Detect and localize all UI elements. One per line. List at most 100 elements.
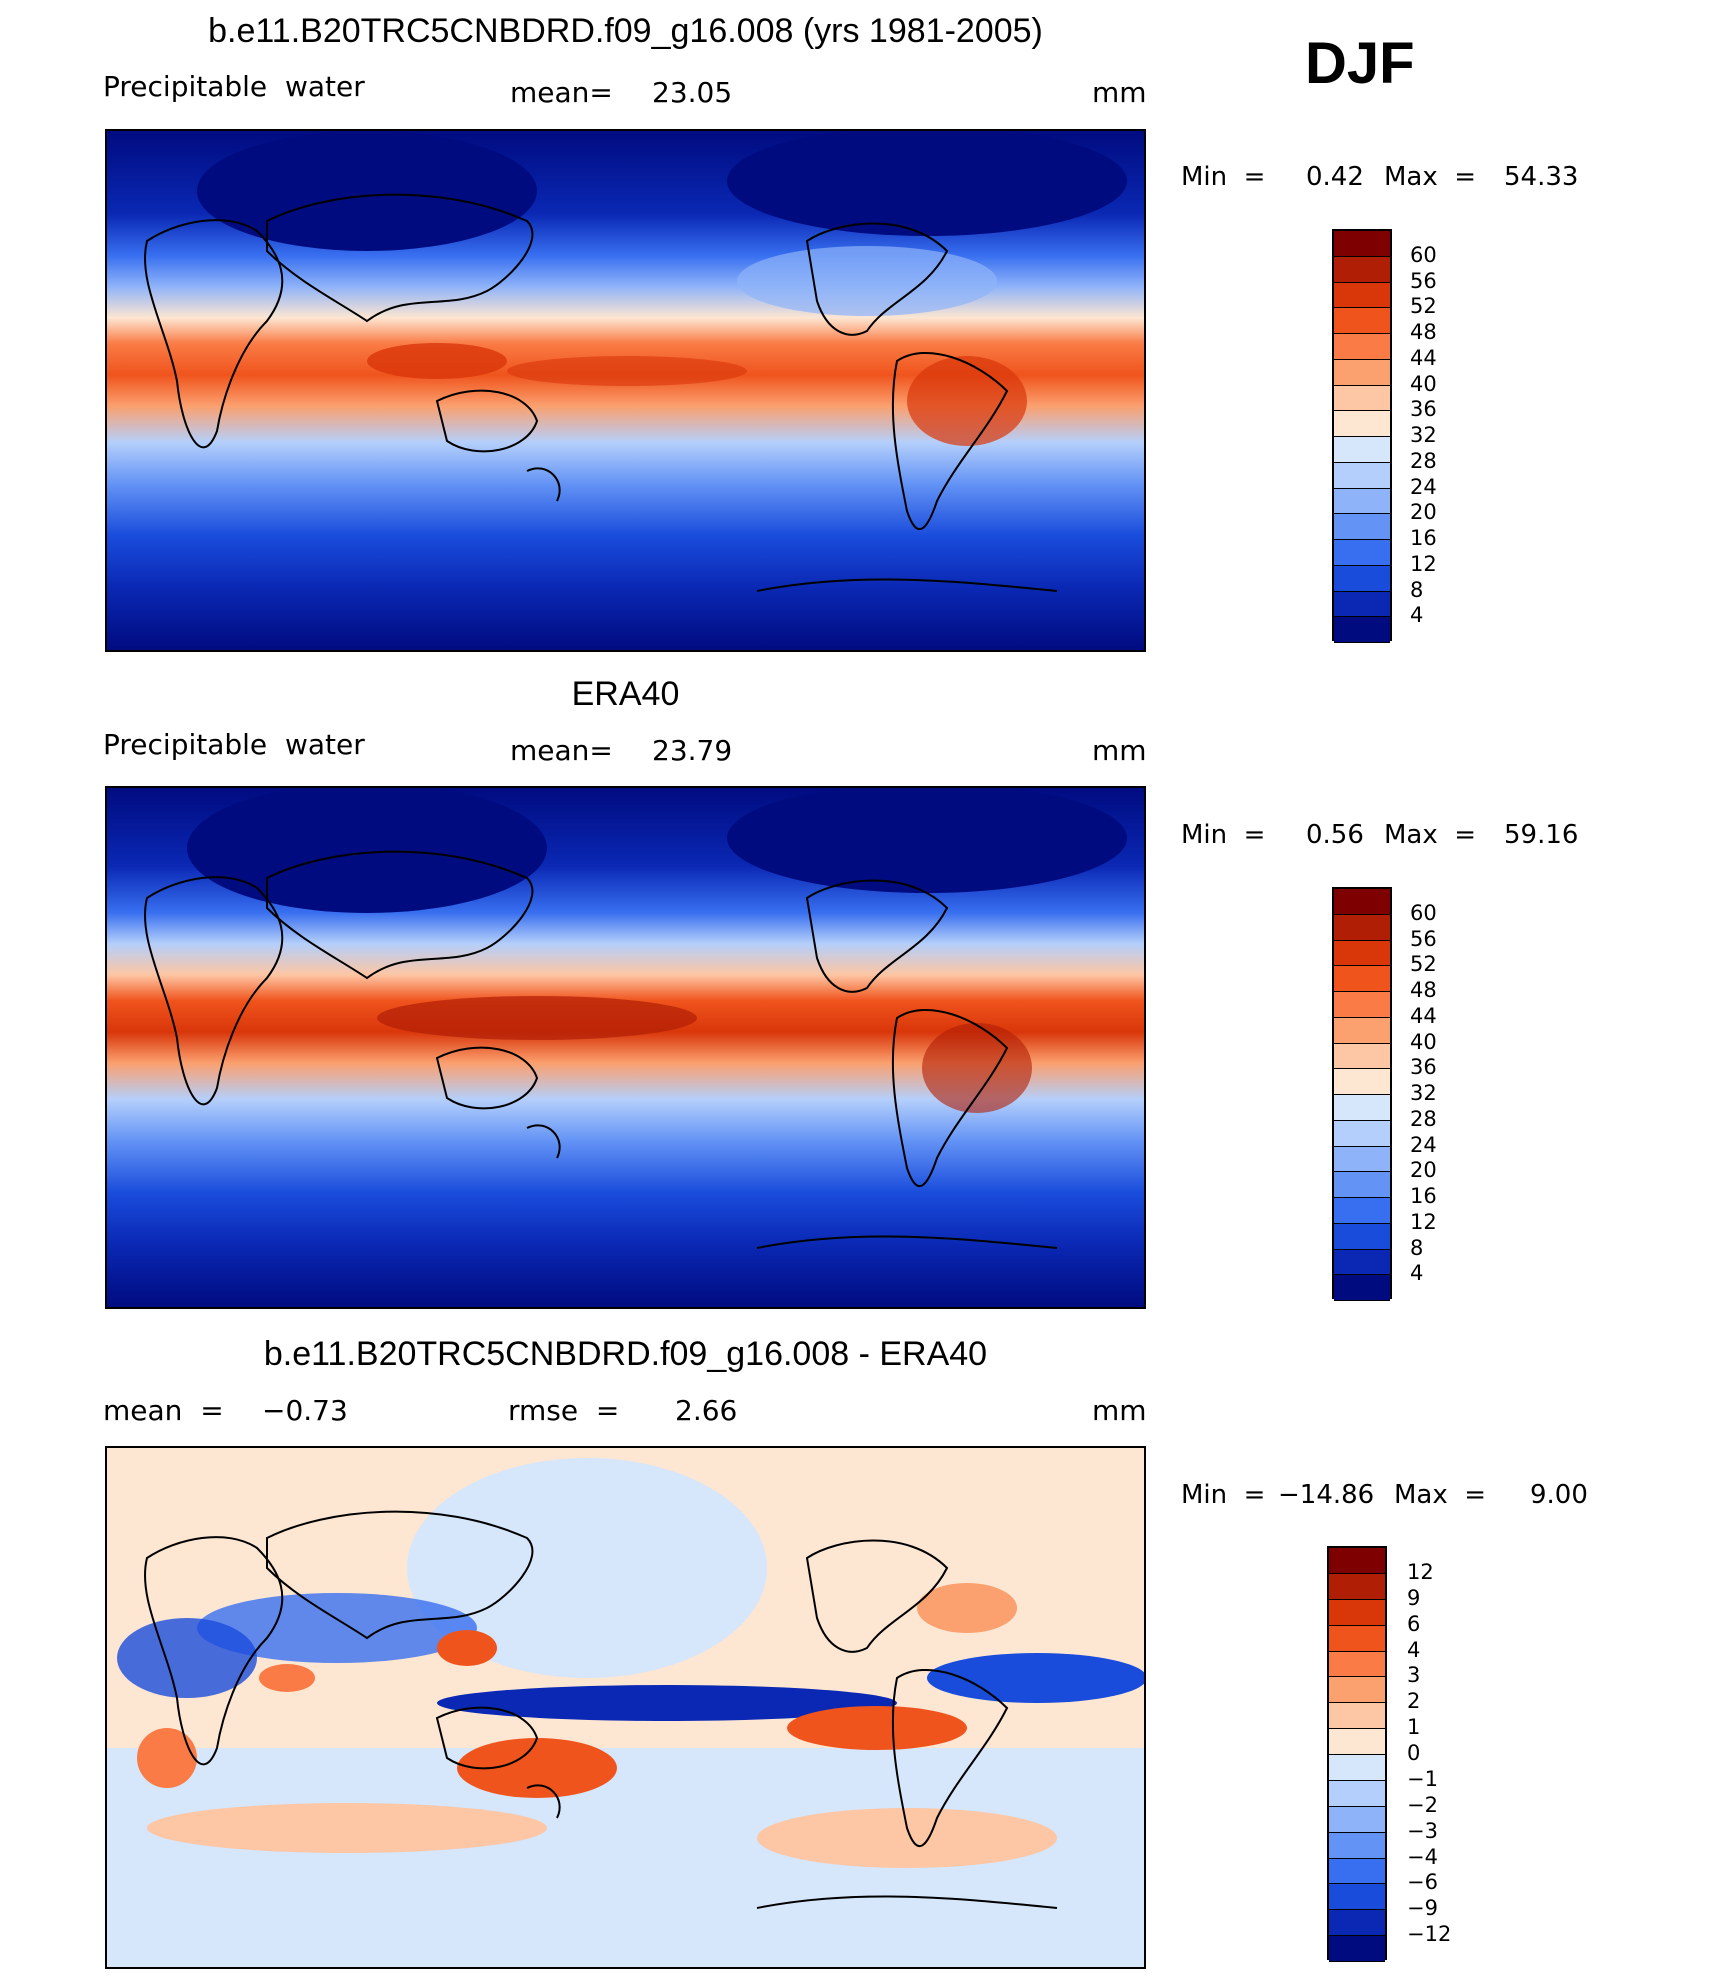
colorbar-tick-label: 56 — [1410, 268, 1437, 293]
colorbar-swatch — [1329, 1884, 1385, 1911]
colorbar-swatch — [1334, 1043, 1390, 1070]
colorbar-tick-label: 36 — [1410, 397, 1437, 422]
colorbar-swatch — [1329, 1910, 1385, 1937]
colorbar-swatch — [1329, 1780, 1385, 1807]
diff-units: mm — [1092, 1394, 1147, 1427]
colorbar-swatch — [1334, 1017, 1390, 1044]
model-variable-label: Precipitable water — [103, 70, 365, 103]
model-colorbar — [1332, 229, 1392, 643]
colorbar-swatch — [1334, 231, 1390, 257]
colorbar-swatch — [1334, 1095, 1390, 1121]
colorbar-swatch — [1334, 1223, 1390, 1250]
colorbar-tick-label: 60 — [1410, 242, 1437, 267]
obs-panel-title: ERA40 — [571, 675, 680, 713]
colorbar-swatch — [1334, 591, 1390, 618]
diff-min-value: −14.86 — [1278, 1480, 1375, 1510]
colorbar-tick-label: 3 — [1407, 1663, 1421, 1688]
diff-max-label: Max = — [1394, 1480, 1487, 1510]
colorbar-tick-label: 44 — [1410, 1003, 1437, 1028]
colorbar-swatch — [1329, 1832, 1385, 1859]
colorbar-tick-label: −1 — [1407, 1766, 1438, 1791]
colorbar-swatch — [1329, 1548, 1385, 1574]
colorbar-swatch — [1334, 334, 1390, 360]
colorbar-tick-label: 56 — [1410, 926, 1437, 951]
colorbar-swatch — [1334, 565, 1390, 592]
model-mean-value: 23.05 — [652, 76, 733, 109]
colorbar-swatch — [1334, 488, 1390, 515]
diff-colorbar — [1327, 1546, 1387, 1962]
colorbar-swatch — [1334, 889, 1390, 915]
colorbar-tick-label: 4 — [1407, 1637, 1421, 1662]
colorbar-swatch — [1334, 940, 1390, 967]
colorbar-tick-label: 52 — [1410, 294, 1437, 319]
colorbar-tick-label: 2 — [1407, 1689, 1421, 1714]
colorbar-tick-label: 12 — [1407, 1559, 1434, 1584]
colorbar-swatch — [1334, 914, 1390, 941]
model-panel-title: b.e11.B20TRC5CNBDRD.f09_g16.008 (yrs 198… — [208, 12, 1043, 50]
colorbar-tick-label: 24 — [1410, 1132, 1437, 1157]
colorbar-swatch — [1329, 1625, 1385, 1652]
colorbar-tick-label: 40 — [1410, 1029, 1437, 1054]
model-map — [105, 129, 1146, 652]
colorbar-tick-label: 60 — [1410, 900, 1437, 925]
colorbar-tick-label: 28 — [1410, 448, 1437, 473]
colorbar-tick-label: 0 — [1407, 1741, 1421, 1765]
colorbar-swatch — [1334, 992, 1390, 1018]
colorbar-swatch — [1329, 1729, 1385, 1755]
diff-rmse-label: rmse = — [508, 1394, 620, 1427]
obs-map — [105, 786, 1146, 1309]
colorbar-swatch — [1329, 1599, 1385, 1626]
obs-max-value: 59.16 — [1504, 820, 1579, 850]
colorbar-tick-label: 1 — [1407, 1715, 1421, 1740]
colorbar-swatch — [1334, 617, 1390, 643]
obs-max-label: Max = — [1384, 820, 1477, 850]
colorbar-swatch — [1334, 308, 1390, 334]
colorbar-tick-label: 8 — [1410, 1235, 1424, 1260]
colorbar-swatch — [1329, 1858, 1385, 1885]
diff-mean-value: −0.73 — [262, 1394, 348, 1427]
colorbar-tick-label: 16 — [1410, 1184, 1437, 1208]
obs-colorbar — [1332, 887, 1392, 1301]
diff-min-label: Min = — [1181, 1480, 1266, 1510]
colorbar-swatch — [1329, 1806, 1385, 1833]
colorbar-tick-label: 20 — [1410, 500, 1437, 525]
colorbar-tick-label: 32 — [1410, 423, 1437, 447]
colorbar-swatch — [1334, 1172, 1390, 1198]
colorbar-tick-label: 40 — [1410, 371, 1437, 396]
colorbar-tick-label: 32 — [1410, 1081, 1437, 1105]
colorbar-tick-label: 48 — [1410, 320, 1437, 344]
colorbar-tick-label: −9 — [1407, 1896, 1438, 1921]
colorbar-tick-label: 4 — [1410, 603, 1424, 628]
colorbar-swatch — [1334, 1275, 1390, 1301]
colorbar-tick-label: 52 — [1410, 952, 1437, 977]
colorbar-swatch — [1329, 1651, 1385, 1678]
colorbar-swatch — [1334, 256, 1390, 283]
model-min-value: 0.42 — [1306, 162, 1364, 192]
colorbar-tick-label: 9 — [1407, 1585, 1421, 1610]
colorbar-tick-label: 28 — [1410, 1106, 1437, 1131]
colorbar-swatch — [1334, 1249, 1390, 1276]
model-units: mm — [1092, 76, 1147, 109]
colorbar-swatch — [1329, 1703, 1385, 1730]
diff-panel-title: b.e11.B20TRC5CNBDRD.f09_g16.008 - ERA40 — [263, 1335, 988, 1373]
model-min-label: Min = — [1181, 162, 1266, 192]
season-label: DJF — [1305, 31, 1415, 96]
diff-map — [105, 1446, 1146, 1969]
colorbar-swatch — [1334, 411, 1390, 437]
colorbar-swatch — [1334, 437, 1390, 463]
colorbar-tick-label: 48 — [1410, 978, 1437, 1002]
diff-rmse-value: 2.66 — [675, 1394, 738, 1427]
colorbar-tick-label: 6 — [1407, 1611, 1421, 1636]
colorbar-tick-label: 20 — [1410, 1158, 1437, 1183]
obs-units: mm — [1092, 734, 1147, 767]
colorbar-swatch — [1329, 1677, 1385, 1704]
colorbar-tick-label: −12 — [1407, 1922, 1452, 1947]
colorbar-tick-label: 44 — [1410, 345, 1437, 370]
colorbar-tick-label: 8 — [1410, 577, 1424, 602]
colorbar-swatch — [1329, 1573, 1385, 1600]
diff-mean-label: mean = — [103, 1394, 224, 1427]
colorbar-tick-label: −3 — [1407, 1818, 1438, 1843]
colorbar-tick-label: −4 — [1407, 1844, 1438, 1869]
obs-mean-label: mean= — [510, 734, 613, 767]
colorbar-tick-label: 24 — [1410, 474, 1437, 499]
